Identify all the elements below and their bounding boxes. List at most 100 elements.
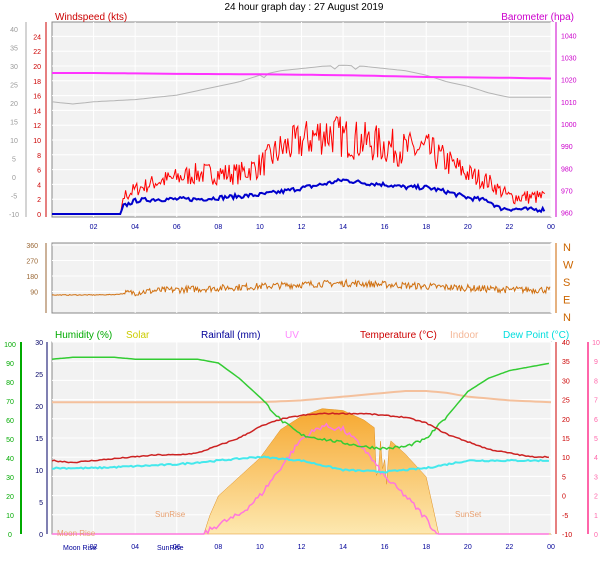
- wind-tick-label: 0: [37, 212, 41, 219]
- temp-right-tick-label: 15: [562, 436, 570, 443]
- temp-right-tick-label: 5: [562, 474, 566, 481]
- hour-tick-label: 18: [422, 224, 430, 231]
- uv-tick-label: 4: [594, 455, 598, 462]
- direction-tick-label: 270: [26, 259, 38, 266]
- temp-right-tick-label: 40: [562, 340, 570, 347]
- compass-letter: N: [563, 242, 571, 254]
- indoor-pressure-line: [51, 64, 551, 105]
- hour-tick-label: 16: [381, 544, 389, 551]
- hour-tick-label: 12: [298, 544, 306, 551]
- hour-tick-label: 16: [381, 224, 389, 231]
- humidity-tick-label: 100: [4, 342, 16, 349]
- humidity-tick-label: 20: [6, 494, 14, 501]
- temp-right-tick-label: 20: [562, 417, 570, 424]
- hour-tick-label: 08: [214, 544, 222, 551]
- wind-tick-label: 8: [37, 153, 41, 160]
- temp-right-tick-label: -10: [562, 532, 572, 539]
- wind-alt-tick-label: 10: [10, 138, 18, 145]
- compass-letter: W: [563, 260, 574, 272]
- temp-left-tick-label: 0: [39, 532, 43, 539]
- dew-point-line: [51, 455, 549, 474]
- uv-tick-label: 0: [594, 532, 598, 539]
- temp-right-tick-label: 35: [562, 359, 570, 366]
- hour-tick-label: 18: [422, 544, 430, 551]
- uv-tick-label: 1: [594, 513, 598, 520]
- hour-tick-label: 04: [131, 224, 139, 231]
- wind-alt-tick-label: 5: [12, 157, 16, 164]
- uv-tick-label: 8: [594, 378, 598, 385]
- hour-tick-label: 04: [131, 544, 139, 551]
- wind-tick-label: 16: [33, 94, 41, 101]
- wind-tick-label: 22: [33, 49, 41, 56]
- wind-tick-label: 18: [33, 79, 41, 86]
- hour-tick-label: 20: [464, 544, 472, 551]
- temp-left-tick-label: 10: [35, 468, 43, 475]
- uv-tick-label: 9: [594, 359, 598, 366]
- temp-right-tick-label: 0: [562, 494, 566, 501]
- hour-tick-label: 22: [506, 224, 514, 231]
- legend-entry: Temperature (°C): [360, 330, 437, 341]
- humidity-tick-label: 30: [6, 475, 14, 482]
- temp-left-tick-label: 20: [35, 404, 43, 411]
- indoor-temp-line: [52, 390, 552, 404]
- hour-tick-label: 06: [173, 544, 181, 551]
- direction-tick-label: 180: [26, 274, 38, 281]
- baro-tick-label: 1030: [561, 55, 577, 62]
- baro-tick-label: 1020: [561, 78, 577, 85]
- legend-entry: UV: [285, 330, 299, 341]
- moon-rise-label: Moon Rise: [63, 545, 97, 552]
- temp-left-tick-label: 30: [35, 340, 43, 347]
- wind-speed-line: [52, 177, 546, 215]
- temp-left-tick-label: 25: [35, 372, 43, 379]
- gust-line: [52, 115, 546, 215]
- wind-alt-tick-label: -10: [9, 212, 19, 219]
- temp-left-tick-label: 15: [35, 436, 43, 443]
- wind-alt-tick-label: 20: [10, 101, 18, 108]
- wind-tick-label: 4: [37, 182, 41, 189]
- baro-tick-label: 960: [561, 211, 573, 218]
- uv-tick-label: 5: [594, 436, 598, 443]
- legend-entry: Indoor: [450, 330, 479, 341]
- hour-tick-label: 00: [547, 224, 555, 231]
- hour-tick-label: 14: [339, 224, 347, 231]
- hour-tick-label: 10: [256, 224, 264, 231]
- temperature-line: [51, 412, 550, 464]
- wind-tick-label: 10: [33, 138, 41, 145]
- uv-tick-label: 3: [594, 474, 598, 481]
- hour-tick-label: 12: [298, 224, 306, 231]
- baro-tick-label: 1010: [561, 100, 577, 107]
- wind-alt-tick-label: 25: [10, 83, 18, 90]
- barometer-line: [52, 72, 552, 80]
- wind-alt-tick-label: 35: [10, 46, 18, 53]
- wind-alt-tick-label: -5: [11, 194, 17, 201]
- direction-tick-label: 90: [30, 290, 38, 297]
- uv-tick-label: 10: [592, 340, 600, 347]
- temp-right-tick-label: 25: [562, 398, 570, 405]
- legend-entry: Dew Point (°C): [503, 330, 569, 341]
- temp-right-tick-label: -5: [562, 513, 568, 520]
- sunrise-label: SunRise: [157, 545, 184, 552]
- hour-tick-label: 06: [173, 224, 181, 231]
- temp-right-tick-label: 30: [562, 378, 570, 385]
- wind-tick-label: 24: [33, 34, 41, 41]
- hour-tick-label: 10: [256, 544, 264, 551]
- wind-tick-label: 2: [37, 197, 41, 204]
- wind-tick-label: 14: [33, 108, 41, 115]
- wind-tick-label: 12: [33, 123, 41, 130]
- uv-tick-label: 2: [594, 494, 598, 501]
- wind-alt-tick-label: 15: [10, 120, 18, 127]
- wind-axis-title: Windspeed (kts): [55, 12, 127, 23]
- temp-right-tick-label: 10: [562, 455, 570, 462]
- wind-direction-line: [51, 278, 551, 297]
- humidity-line: [51, 356, 550, 451]
- baro-tick-label: 1000: [561, 122, 577, 129]
- baro-tick-label: 1040: [561, 33, 577, 40]
- uv-tick-label: 6: [594, 417, 598, 424]
- hour-tick-label: 02: [90, 544, 98, 551]
- wind-alt-tick-label: 0: [12, 175, 16, 182]
- humidity-tick-label: 40: [6, 456, 14, 463]
- humidity-tick-label: 0: [8, 532, 12, 539]
- humidity-tick-label: 90: [6, 361, 14, 368]
- temp-left-tick-label: 5: [39, 500, 43, 507]
